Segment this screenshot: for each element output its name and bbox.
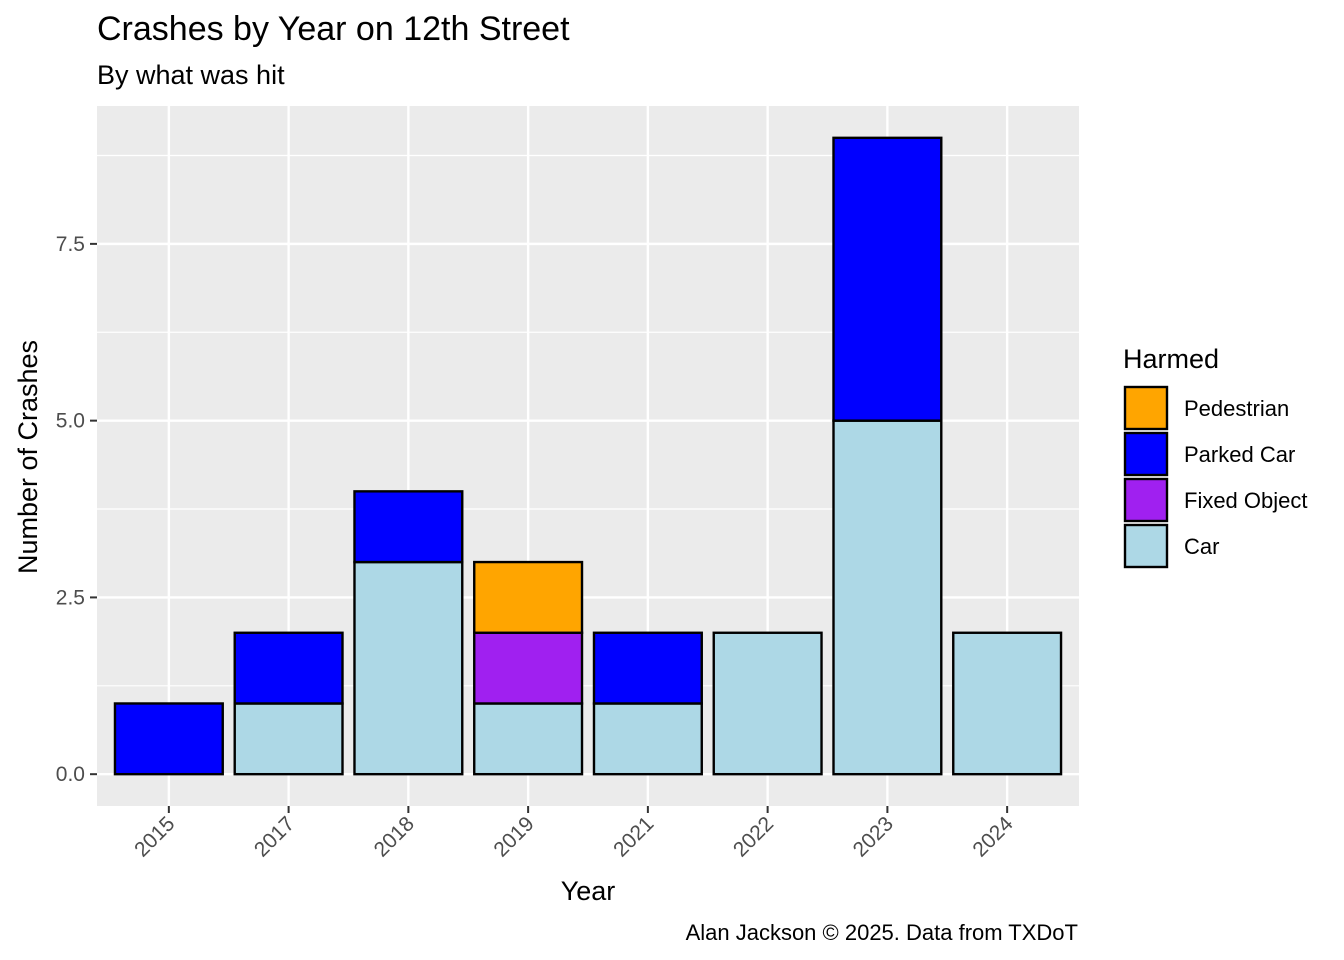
legend-label: Pedestrian	[1184, 396, 1289, 421]
legend-label: Car	[1184, 534, 1219, 559]
x-tick-label: 2019	[489, 812, 538, 861]
bar-2019-pedestrian	[473, 560, 584, 634]
chart-title: Crashes by Year on 12th Street	[97, 10, 570, 48]
bar-2021-parked-car	[592, 631, 703, 705]
caption: Alan Jackson © 2025. Data from TXDoT	[686, 920, 1078, 945]
legend-title: Harmed	[1123, 344, 1219, 374]
x-tick-label: 2018	[370, 812, 419, 861]
bar-2017-car	[233, 702, 344, 776]
bar-2019-fixed-object	[473, 631, 584, 705]
y-tick-label: 0.0	[56, 763, 85, 786]
legend-swatch	[1123, 431, 1169, 477]
y-tick-label: 7.5	[56, 233, 85, 256]
bar-2022-car	[712, 631, 823, 776]
x-tick-label: 2015	[130, 812, 179, 861]
chart-subtitle: By what was hit	[97, 60, 285, 90]
legend-swatch	[1123, 477, 1169, 523]
y-tick-label: 2.5	[56, 586, 85, 609]
legend-swatch	[1123, 523, 1169, 569]
y-tick-label: 5.0	[56, 410, 85, 433]
bar-2015-parked-car	[113, 702, 224, 776]
x-axis-title: Year	[561, 876, 616, 906]
bar-2023-car	[832, 419, 943, 776]
y-axis-title: Number of Crashes	[13, 340, 43, 574]
bars	[113, 136, 1063, 776]
legend-swatch	[1123, 385, 1169, 431]
x-axis: 2015 2017 2018 2019 2021 2022 2023 2024	[130, 806, 1018, 862]
legend-label: Fixed Object	[1184, 488, 1308, 513]
bar-2018-car	[353, 560, 464, 776]
x-tick-label: 2023	[849, 812, 898, 861]
bar-2018-parked-car	[353, 490, 464, 564]
x-tick-label: 2017	[250, 812, 299, 861]
legend-label: Parked Car	[1184, 442, 1295, 467]
bar-2023-parked-car	[832, 136, 943, 422]
bar-2019-car	[473, 702, 584, 776]
y-axis: 0.0 2.5 5.0 7.5	[56, 233, 97, 786]
legend: Harmed Pedestrian Parked Car Fixed Object C…	[1123, 344, 1308, 569]
x-tick-label: 2021	[609, 812, 658, 861]
x-tick-label: 2022	[729, 812, 778, 861]
bar-2017-parked-car	[233, 631, 344, 705]
bar-2024-car	[952, 631, 1063, 776]
bar-2021-car	[592, 702, 703, 776]
x-tick-label: 2024	[968, 812, 1018, 862]
